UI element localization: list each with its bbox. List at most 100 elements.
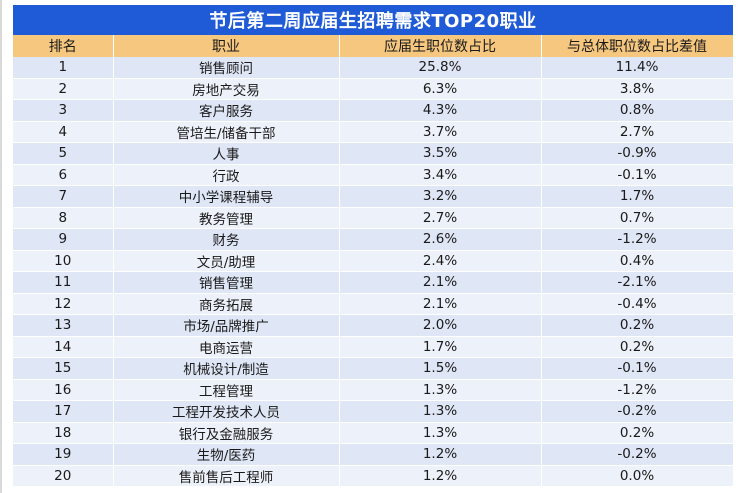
job-cell: 机械设计/制造 [113, 357, 340, 380]
table-row: 13 市场/品牌推广 2.0% 0.2% [13, 314, 734, 337]
share-cell: 3.7% [339, 121, 542, 143]
table-row: 11 销售管理 2.1% -2.1% [13, 271, 734, 294]
share-cell: 3.2% [339, 185, 542, 208]
diff-cell: -0.9% [541, 142, 734, 165]
left-edge-divider [0, 0, 2, 493]
table-row: 19 生物/医药 1.2% -0.2% [13, 443, 734, 466]
table-title-row: 节后第二周应届生招聘需求TOP20职业 [13, 5, 734, 35]
share-cell: 2.1% [339, 293, 542, 315]
diff-cell: 0.2% [541, 336, 734, 358]
diff-cell: -0.1% [541, 357, 734, 380]
job-cell: 商务拓展 [113, 293, 340, 315]
diff-cell: -0.2% [541, 443, 734, 466]
job-cell: 房地产交易 [113, 78, 340, 100]
rank-cell: 4 [13, 121, 114, 143]
rank-cell: 7 [13, 185, 114, 208]
diff-cell: 1.7% [541, 185, 734, 208]
table-body: 1 销售顾问 25.8% 11.4% 2 房地产交易 6.3% 3.8% 3 客户服务 4.3% 0.… [13, 57, 734, 487]
table-row: 15 机械设计/制造 1.5% -0.1% [13, 357, 734, 380]
table-row: 7 中小学课程辅导 3.2% 1.7% [13, 185, 734, 208]
share-cell: 2.1% [339, 271, 542, 294]
table-container: 节后第二周应届生招聘需求TOP20职业 排名 职业 应届生职位数占比 与总体职位… [13, 5, 734, 487]
rank-cell: 3 [13, 99, 114, 122]
job-cell: 售前售后工程师 [113, 465, 340, 487]
diff-cell: 3.8% [541, 78, 734, 100]
table-row: 17 工程开发技术人员 1.3% -0.2% [13, 400, 734, 423]
table-row: 10 文员/助理 2.4% 0.4% [13, 250, 734, 272]
table-row: 16 工程管理 1.3% -1.2% [13, 379, 734, 401]
rank-cell: 13 [13, 314, 114, 337]
diff-cell: -2.1% [541, 271, 734, 294]
share-cell: 6.3% [339, 78, 542, 100]
rank-cell: 1 [13, 57, 114, 79]
rank-cell: 20 [13, 465, 114, 487]
share-cell: 2.7% [339, 207, 542, 229]
share-cell: 2.4% [339, 250, 542, 272]
rank-cell: 5 [13, 142, 114, 165]
table-row: 1 销售顾问 25.8% 11.4% [13, 57, 734, 79]
table-row: 14 电商运营 1.7% 0.2% [13, 336, 734, 358]
rank-cell: 11 [13, 271, 114, 294]
diff-cell: -0.4% [541, 293, 734, 315]
share-cell: 4.3% [339, 99, 542, 122]
job-cell: 财务 [113, 228, 340, 251]
share-cell: 1.3% [339, 379, 542, 401]
share-cell: 3.5% [339, 142, 542, 165]
share-cell: 2.0% [339, 314, 542, 337]
diff-cell: -0.2% [541, 400, 734, 423]
table-row: 3 客户服务 4.3% 0.8% [13, 99, 734, 122]
rank-cell: 19 [13, 443, 114, 466]
job-cell: 市场/品牌推广 [113, 314, 340, 337]
job-cell: 工程管理 [113, 379, 340, 401]
job-cell: 电商运营 [113, 336, 340, 358]
table-row: 9 财务 2.6% -1.2% [13, 228, 734, 251]
share-cell: 1.2% [339, 443, 542, 466]
diff-cell: -1.2% [541, 228, 734, 251]
diff-cell: 0.4% [541, 250, 734, 272]
share-cell: 1.3% [339, 400, 542, 423]
job-cell: 管培生/储备干部 [113, 121, 340, 143]
rank-cell: 18 [13, 422, 114, 444]
ranking-table: 节后第二周应届生招聘需求TOP20职业 排名 职业 应届生职位数占比 与总体职位… [13, 5, 734, 487]
table-row: 4 管培生/储备干部 3.7% 2.7% [13, 121, 734, 143]
rank-cell: 6 [13, 164, 114, 186]
table-header-row: 排名 职业 应届生职位数占比 与总体职位数占比差值 [13, 35, 734, 57]
share-cell: 1.7% [339, 336, 542, 358]
job-cell: 客户服务 [113, 99, 340, 122]
table-row: 6 行政 3.4% -0.1% [13, 164, 734, 186]
rank-cell: 17 [13, 400, 114, 423]
diff-cell: 0.0% [541, 465, 734, 487]
diff-cell: 0.7% [541, 207, 734, 229]
diff-cell: -0.1% [541, 164, 734, 186]
column-header-share: 应届生职位数占比 [339, 35, 542, 57]
share-cell: 3.4% [339, 164, 542, 186]
diff-cell: 0.8% [541, 99, 734, 122]
rank-cell: 9 [13, 228, 114, 251]
job-cell: 工程开发技术人员 [113, 400, 340, 423]
job-cell: 销售顾问 [113, 57, 340, 79]
share-cell: 2.6% [339, 228, 542, 251]
diff-cell: 0.2% [541, 422, 734, 444]
job-cell: 人事 [113, 142, 340, 165]
share-cell: 1.3% [339, 422, 542, 444]
column-header-diff: 与总体职位数占比差值 [541, 35, 734, 57]
share-cell: 25.8% [339, 57, 542, 79]
rank-cell: 16 [13, 379, 114, 401]
job-cell: 教务管理 [113, 207, 340, 229]
rank-cell: 12 [13, 293, 114, 315]
diff-cell: 0.2% [541, 314, 734, 337]
diff-cell: 11.4% [541, 57, 734, 79]
table-title: 节后第二周应届生招聘需求TOP20职业 [13, 5, 734, 35]
job-cell: 银行及金融服务 [113, 422, 340, 444]
rank-cell: 2 [13, 78, 114, 100]
table-row: 12 商务拓展 2.1% -0.4% [13, 293, 734, 315]
job-cell: 生物/医药 [113, 443, 340, 466]
rank-cell: 8 [13, 207, 114, 229]
job-cell: 行政 [113, 164, 340, 186]
table-row: 8 教务管理 2.7% 0.7% [13, 207, 734, 229]
rank-cell: 14 [13, 336, 114, 358]
table-row: 2 房地产交易 6.3% 3.8% [13, 78, 734, 100]
job-cell: 销售管理 [113, 271, 340, 294]
column-header-rank: 排名 [13, 35, 114, 57]
